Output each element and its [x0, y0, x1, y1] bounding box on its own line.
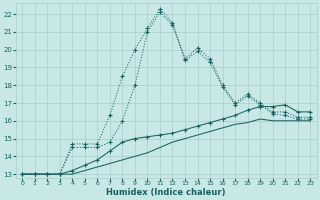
X-axis label: Humidex (Indice chaleur): Humidex (Indice chaleur): [107, 188, 226, 197]
